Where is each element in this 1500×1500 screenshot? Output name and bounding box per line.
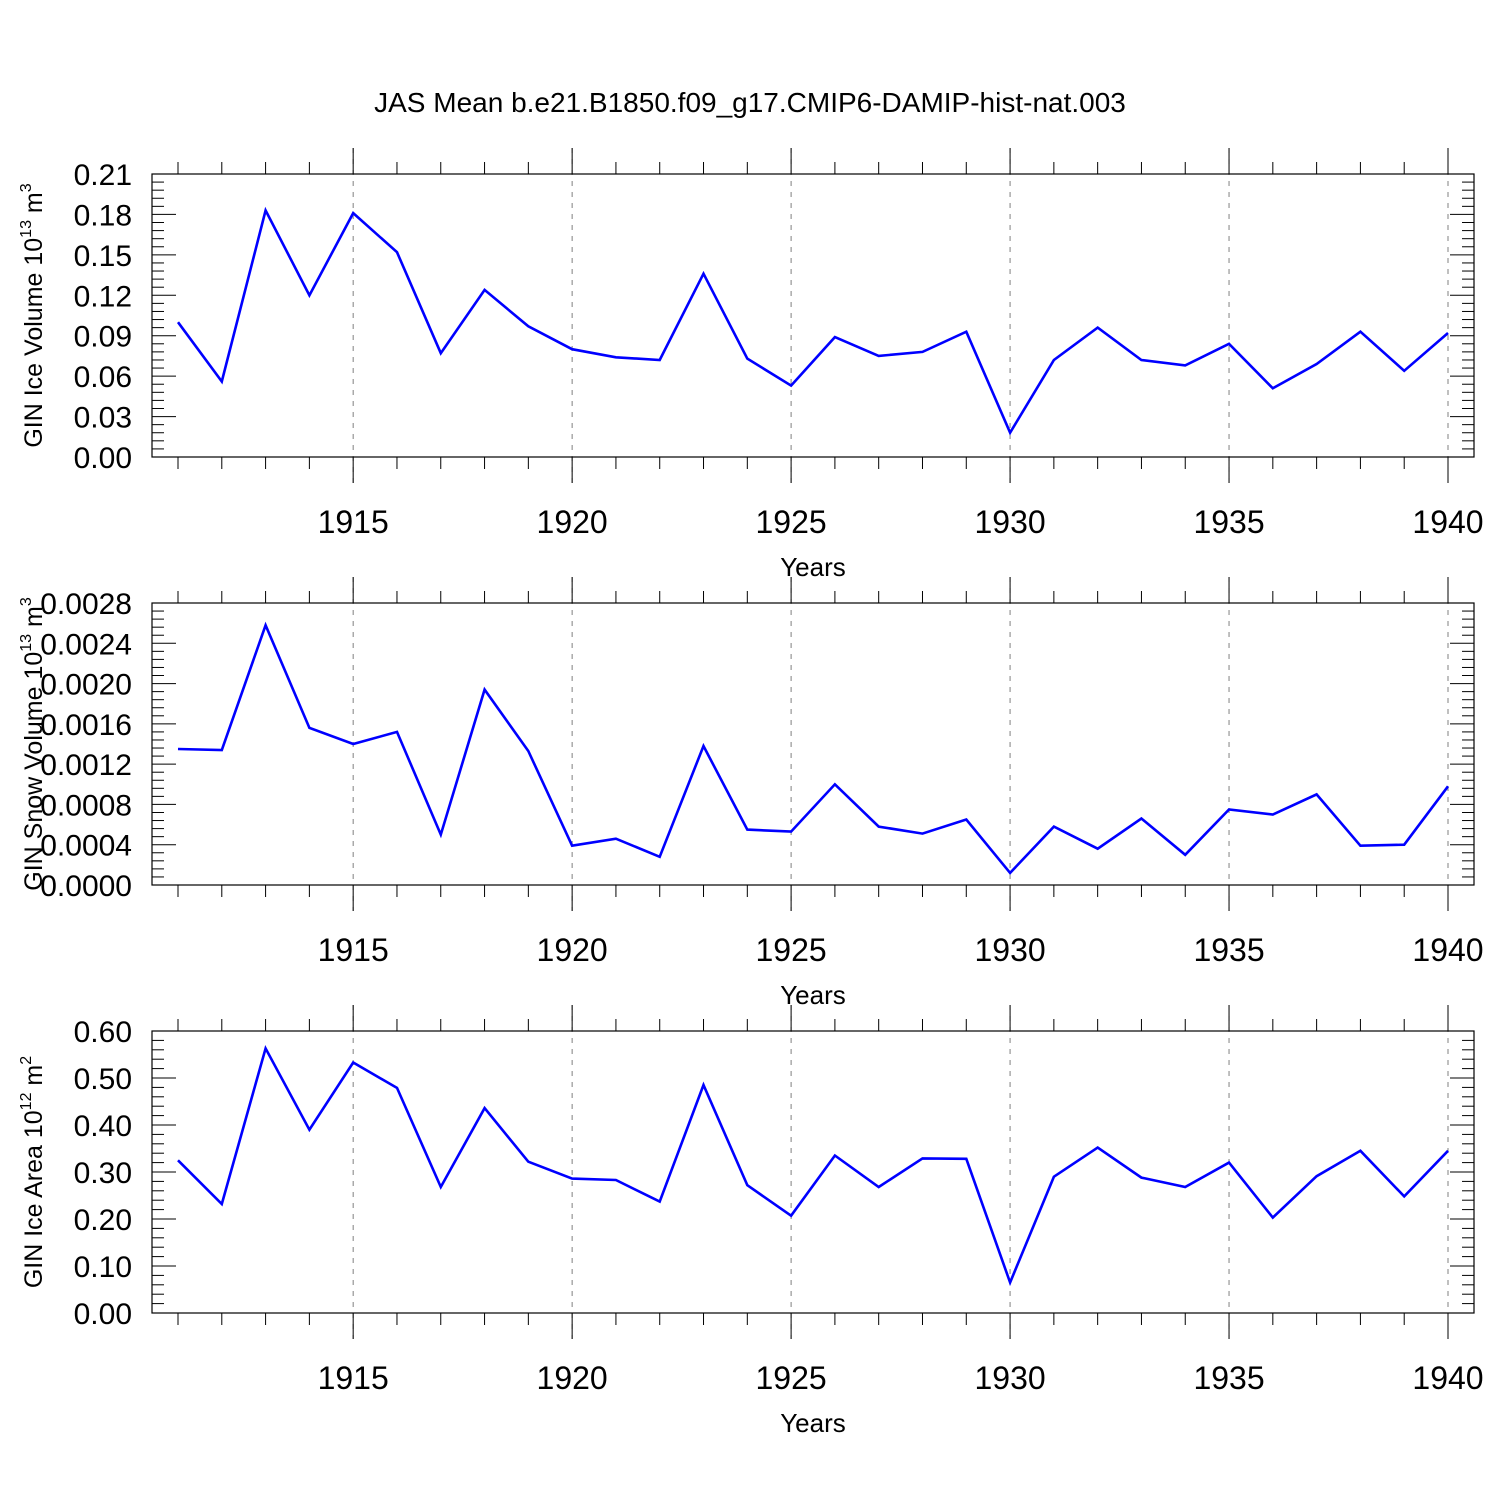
y-tick-label: 0.10 bbox=[74, 1251, 132, 1284]
chart-panel-1: 0.00 0.03 0.06 0.09 0.12 0.15 0.18 0.21 1915 1920… bbox=[18, 148, 1484, 582]
y-axis-label-superscript: 3 bbox=[18, 183, 35, 192]
series-line-1 bbox=[177, 621, 1450, 875]
x-tick-label: 1930 bbox=[974, 932, 1045, 968]
y-axis-label-part: GIN Ice Volume 10 bbox=[20, 238, 48, 448]
x-tick-label: 1920 bbox=[537, 1360, 608, 1396]
x-tick-label: 1925 bbox=[756, 1360, 827, 1396]
x-tick-label: 1940 bbox=[1412, 1360, 1483, 1396]
x-axis-label: Years bbox=[780, 1408, 846, 1438]
y-axis-label-superscript: 2 bbox=[18, 1056, 35, 1065]
y-tick-label: 0.00 bbox=[74, 442, 132, 475]
y-axis-label: GIN Ice Volume 1013 m3 bbox=[18, 183, 48, 447]
y-tick-label: 0.21 bbox=[74, 159, 132, 192]
y-tick-label: 0.0004 bbox=[40, 830, 132, 863]
x-tick-label: 1930 bbox=[974, 504, 1045, 540]
x-tick-label: 1930 bbox=[974, 1360, 1045, 1396]
y-tick-label: 0.0008 bbox=[40, 789, 132, 822]
x-tick-label: 1925 bbox=[756, 504, 827, 540]
y-axis-label-part: GIN Ice Area 10 bbox=[20, 1110, 48, 1288]
y-tick-label: 0.30 bbox=[74, 1157, 132, 1190]
y-tick-label: 0.20 bbox=[74, 1204, 132, 1237]
x-axis-label: Years bbox=[780, 980, 846, 1010]
x-tick-label: 1920 bbox=[537, 932, 608, 968]
y-axis-label-part: m bbox=[20, 606, 48, 634]
y-tick-label: 0.18 bbox=[74, 199, 132, 232]
y-tick-label: 0.40 bbox=[74, 1110, 132, 1143]
x-tick-label: 1915 bbox=[318, 504, 389, 540]
plot-frame bbox=[151, 602, 1475, 886]
y-axis-label-superscript: 12 bbox=[18, 1092, 35, 1110]
plot-frame bbox=[151, 1030, 1475, 1314]
x-tick-label: 1920 bbox=[537, 504, 608, 540]
y-tick-label: 0.50 bbox=[74, 1063, 132, 1096]
x-tick-label: 1935 bbox=[1193, 932, 1264, 968]
chart-panel-3: 0.00 0.10 0.20 0.30 0.40 0.50 0.60 1915 1920 1925… bbox=[18, 1005, 1484, 1438]
y-axis-label-superscript: 13 bbox=[18, 634, 35, 652]
x-tick-label: 1935 bbox=[1193, 504, 1264, 540]
y-axis-label-superscript: 3 bbox=[18, 597, 35, 606]
x-tick-label: 1940 bbox=[1412, 504, 1483, 540]
y-tick-label: 0.15 bbox=[74, 240, 132, 273]
x-tick-label: 1940 bbox=[1412, 932, 1483, 968]
y-tick-label: 0.03 bbox=[74, 402, 132, 435]
y-axis-label-superscript: 13 bbox=[18, 220, 35, 238]
x-tick-label: 1915 bbox=[318, 932, 389, 968]
y-tick-label: 0.0000 bbox=[40, 870, 132, 903]
series-line-1 bbox=[176, 206, 1449, 436]
plot-frame bbox=[151, 173, 1475, 458]
y-tick-label: 0.60 bbox=[74, 1016, 132, 1049]
y-axis-label: GIN Snow Volume 1013 m3 bbox=[18, 597, 48, 891]
x-tick-label: 1915 bbox=[318, 1360, 389, 1396]
x-tick-label: 1935 bbox=[1193, 1360, 1264, 1396]
y-tick-label: 0.0012 bbox=[40, 749, 132, 782]
chart-panel-2: 0.0000 0.0004 0.0008 0.0012 0.0016 0.0020 0.00… bbox=[18, 577, 1484, 1010]
x-tick-label: 1925 bbox=[756, 932, 827, 968]
y-axis-label-part: GIN Snow Volume 10 bbox=[20, 652, 48, 891]
series-line-1 bbox=[177, 1044, 1449, 1287]
y-tick-label: 0.06 bbox=[74, 361, 132, 394]
y-tick-label: 0.0016 bbox=[40, 709, 132, 742]
y-tick-label: 0.09 bbox=[74, 321, 132, 354]
chart-title: JAS Mean b.e21.B1850.f09_g17.CMIP6-DAMIP… bbox=[374, 87, 1126, 118]
x-axis-label: Years bbox=[780, 552, 846, 582]
y-axis-label: GIN Ice Area 1012 m2 bbox=[18, 1056, 48, 1288]
y-tick-label: 0.0024 bbox=[40, 628, 132, 661]
y-tick-label: 0.00 bbox=[74, 1298, 132, 1331]
y-tick-label: 0.0028 bbox=[40, 588, 132, 621]
y-axis-label-part: m bbox=[20, 192, 48, 220]
y-tick-label: 0.12 bbox=[74, 280, 132, 313]
y-axis-label-part: m bbox=[20, 1065, 48, 1093]
y-tick-label: 0.0020 bbox=[40, 669, 132, 702]
